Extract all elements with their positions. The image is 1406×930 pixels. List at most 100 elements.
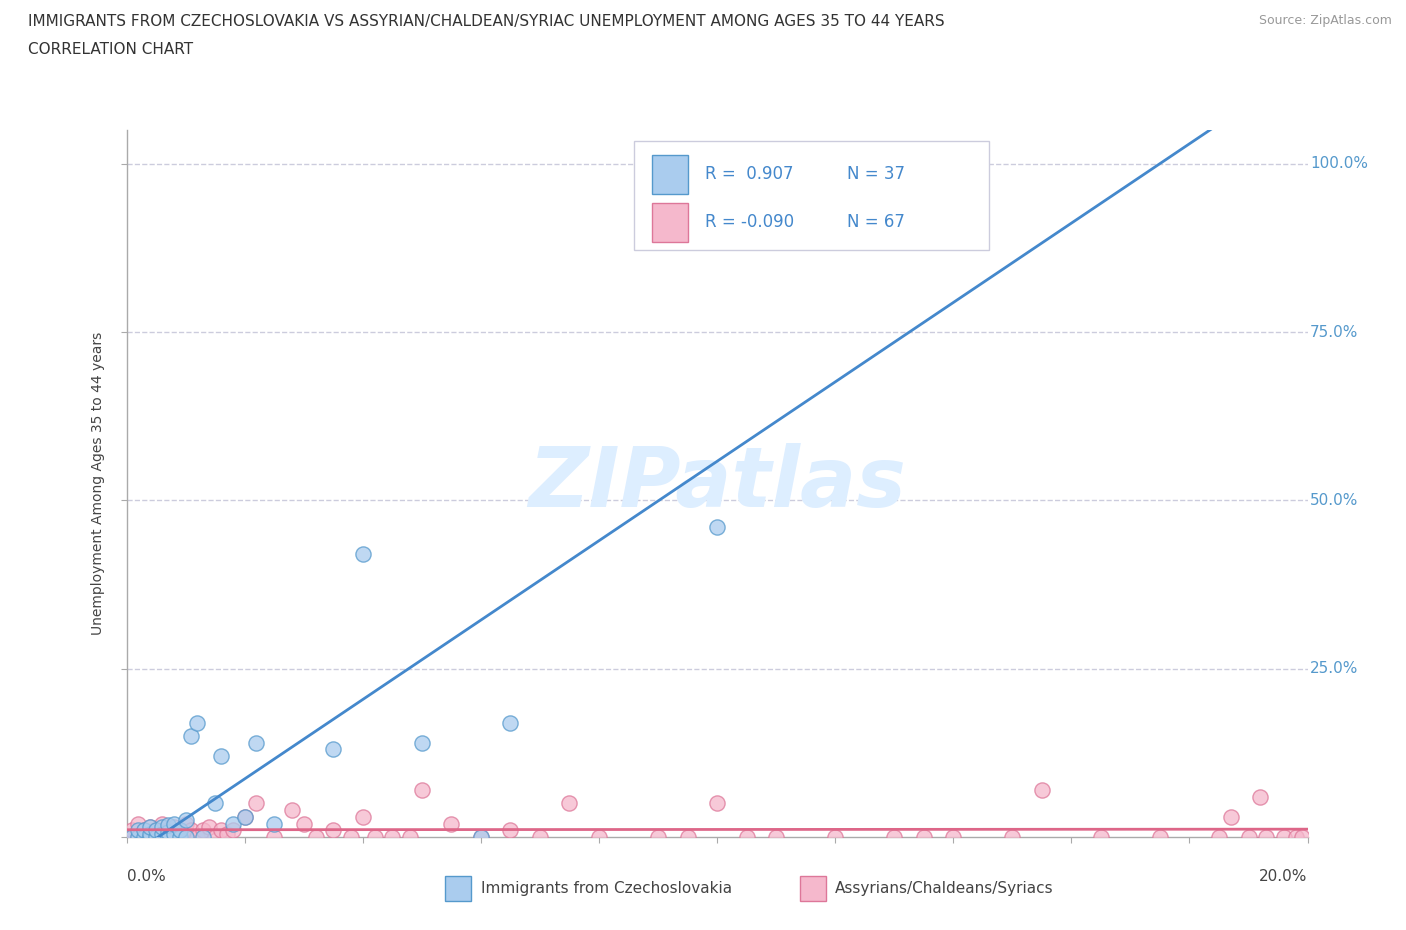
Point: [233, 809, 256, 824]
Point: [352, 809, 374, 824]
Point: [150, 819, 173, 834]
Point: [121, 830, 143, 844]
Point: [499, 715, 522, 730]
Point: [209, 823, 232, 838]
Point: [1256, 830, 1278, 844]
Point: [1285, 830, 1308, 844]
Point: [1291, 830, 1313, 844]
Point: [529, 830, 551, 844]
Point: [174, 817, 197, 831]
Point: [193, 830, 215, 844]
Point: [139, 830, 162, 844]
Point: [824, 830, 846, 844]
FancyBboxPatch shape: [652, 155, 688, 193]
Point: [281, 803, 304, 817]
Point: [204, 830, 226, 844]
Point: [647, 830, 669, 844]
Point: [304, 830, 326, 844]
Point: [204, 796, 226, 811]
Point: [127, 817, 149, 831]
Point: [139, 819, 162, 834]
Point: [322, 742, 344, 757]
Point: [139, 819, 162, 834]
Point: [134, 823, 156, 838]
Point: [1272, 830, 1295, 844]
Point: [121, 830, 143, 844]
Point: [198, 819, 221, 834]
Point: [193, 823, 215, 838]
Point: [340, 830, 363, 844]
Point: [1149, 830, 1171, 844]
Point: [735, 830, 758, 844]
Point: [150, 817, 173, 831]
Text: N = 37: N = 37: [846, 166, 905, 183]
Point: [180, 823, 202, 838]
FancyBboxPatch shape: [446, 876, 471, 900]
Point: [765, 830, 787, 844]
Point: [222, 823, 245, 838]
Point: [322, 823, 344, 838]
Point: [706, 796, 728, 811]
FancyBboxPatch shape: [800, 876, 825, 900]
Point: [292, 817, 315, 831]
Point: [174, 830, 197, 844]
Point: [381, 830, 404, 844]
Text: IMMIGRANTS FROM CZECHOSLOVAKIA VS ASSYRIAN/CHALDEAN/SYRIAC UNEMPLOYMENT AMONG AG: IMMIGRANTS FROM CZECHOSLOVAKIA VS ASSYRI…: [28, 14, 945, 29]
Text: Immigrants from Czechoslovakia: Immigrants from Czechoslovakia: [481, 881, 733, 896]
Point: [156, 830, 179, 844]
Point: [222, 817, 245, 831]
Point: [156, 830, 179, 844]
Point: [169, 830, 191, 844]
Point: [399, 830, 422, 844]
Point: [150, 826, 173, 841]
Point: [1001, 830, 1024, 844]
Point: [245, 736, 267, 751]
Point: [145, 823, 167, 838]
Y-axis label: Unemployment Among Ages 35 to 44 years: Unemployment Among Ages 35 to 44 years: [91, 332, 105, 635]
Text: Source: ZipAtlas.com: Source: ZipAtlas.com: [1258, 14, 1392, 27]
Point: [163, 826, 186, 841]
Point: [127, 823, 149, 838]
Point: [163, 817, 186, 831]
Point: [121, 823, 143, 838]
Text: 25.0%: 25.0%: [1310, 661, 1358, 676]
Point: [588, 830, 610, 844]
Point: [470, 830, 492, 844]
Text: ZIPatlas: ZIPatlas: [529, 443, 905, 525]
Point: [169, 823, 191, 838]
Point: [440, 817, 463, 831]
Point: [352, 547, 374, 562]
Point: [233, 809, 256, 824]
Text: 20.0%: 20.0%: [1260, 869, 1308, 883]
Point: [1219, 809, 1241, 824]
Point: [156, 817, 179, 832]
Point: [134, 830, 156, 844]
Point: [127, 830, 149, 844]
Point: [912, 830, 935, 844]
Point: [139, 826, 162, 841]
Point: [706, 520, 728, 535]
Point: [174, 830, 197, 844]
Text: 75.0%: 75.0%: [1310, 325, 1358, 339]
Point: [411, 736, 433, 751]
Point: [186, 830, 208, 844]
Point: [676, 830, 699, 844]
Point: [163, 819, 186, 834]
Point: [411, 782, 433, 797]
Point: [134, 823, 156, 838]
Text: N = 67: N = 67: [846, 214, 905, 232]
Point: [145, 823, 167, 838]
Point: [470, 830, 492, 844]
Point: [263, 817, 285, 831]
Point: [942, 830, 965, 844]
Text: Assyrians/Chaldeans/Syriacs: Assyrians/Chaldeans/Syriacs: [835, 881, 1053, 896]
Point: [180, 728, 202, 743]
Point: [127, 830, 149, 844]
Text: 100.0%: 100.0%: [1310, 156, 1368, 171]
Text: CORRELATION CHART: CORRELATION CHART: [28, 42, 193, 57]
Text: 0.0%: 0.0%: [127, 869, 166, 883]
Point: [1031, 782, 1053, 797]
Point: [163, 830, 186, 844]
Text: R =  0.907: R = 0.907: [706, 166, 794, 183]
Point: [1090, 830, 1112, 844]
